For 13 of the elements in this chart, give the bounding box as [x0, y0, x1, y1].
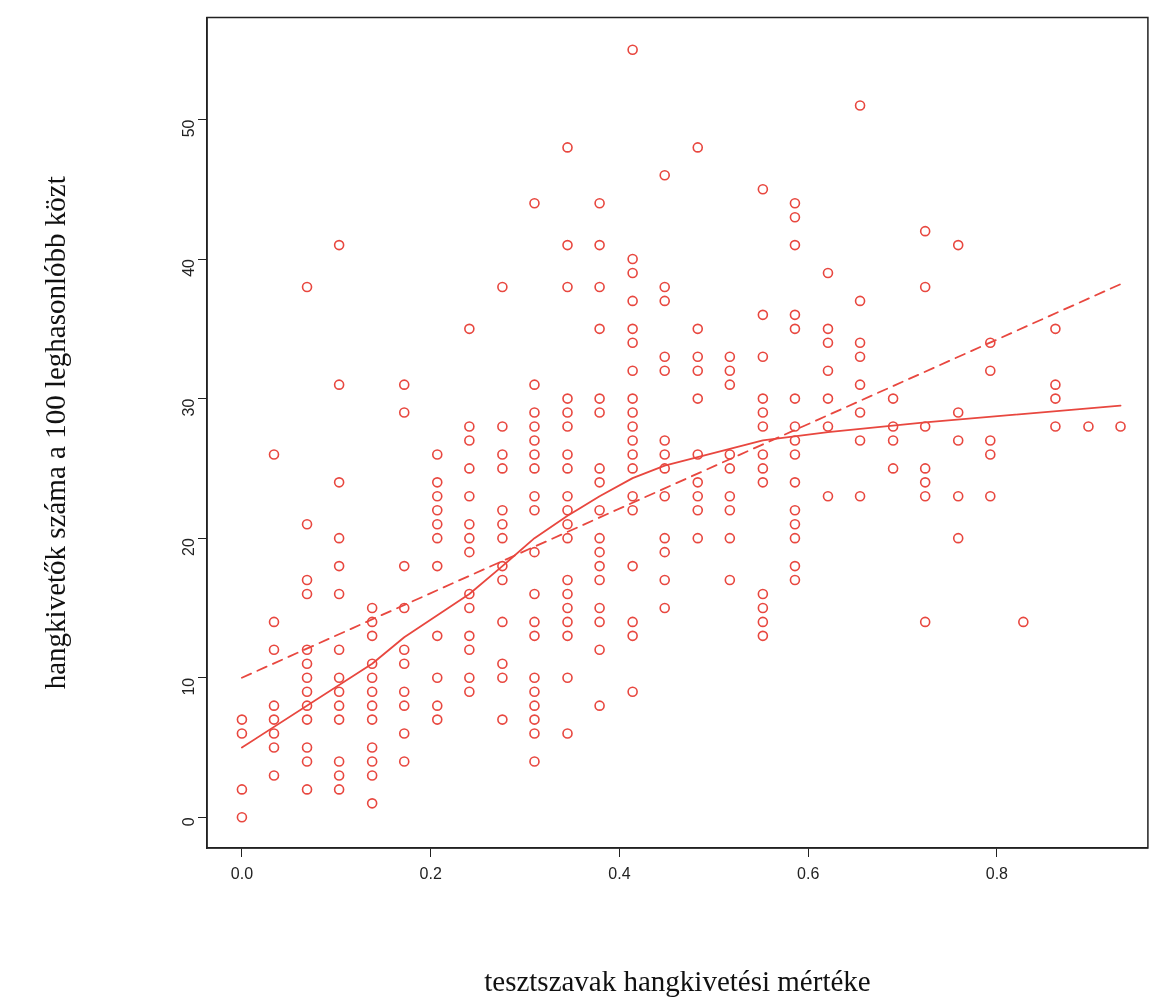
x-tick-label: 0.2 — [419, 865, 442, 883]
x-tick-label: 0.8 — [985, 865, 1009, 883]
x-tick-label: 0.4 — [608, 865, 631, 883]
y-axis-title: hangkivetők száma a 100 leghasonlóbb közt — [39, 176, 72, 690]
y-tick-label: 0 — [180, 817, 198, 827]
y-tick-label: 30 — [180, 398, 198, 417]
x-axis-title: tesztszavak hangkivetési mértéke — [484, 965, 871, 998]
y-tick-label: 10 — [180, 677, 198, 696]
y-tick-label: 40 — [180, 258, 198, 277]
x-tick-label: 0.0 — [230, 865, 254, 883]
x-tick-label: 0.6 — [797, 865, 820, 883]
y-tick-label: 50 — [180, 119, 198, 138]
y-tick-label: 20 — [180, 538, 198, 556]
